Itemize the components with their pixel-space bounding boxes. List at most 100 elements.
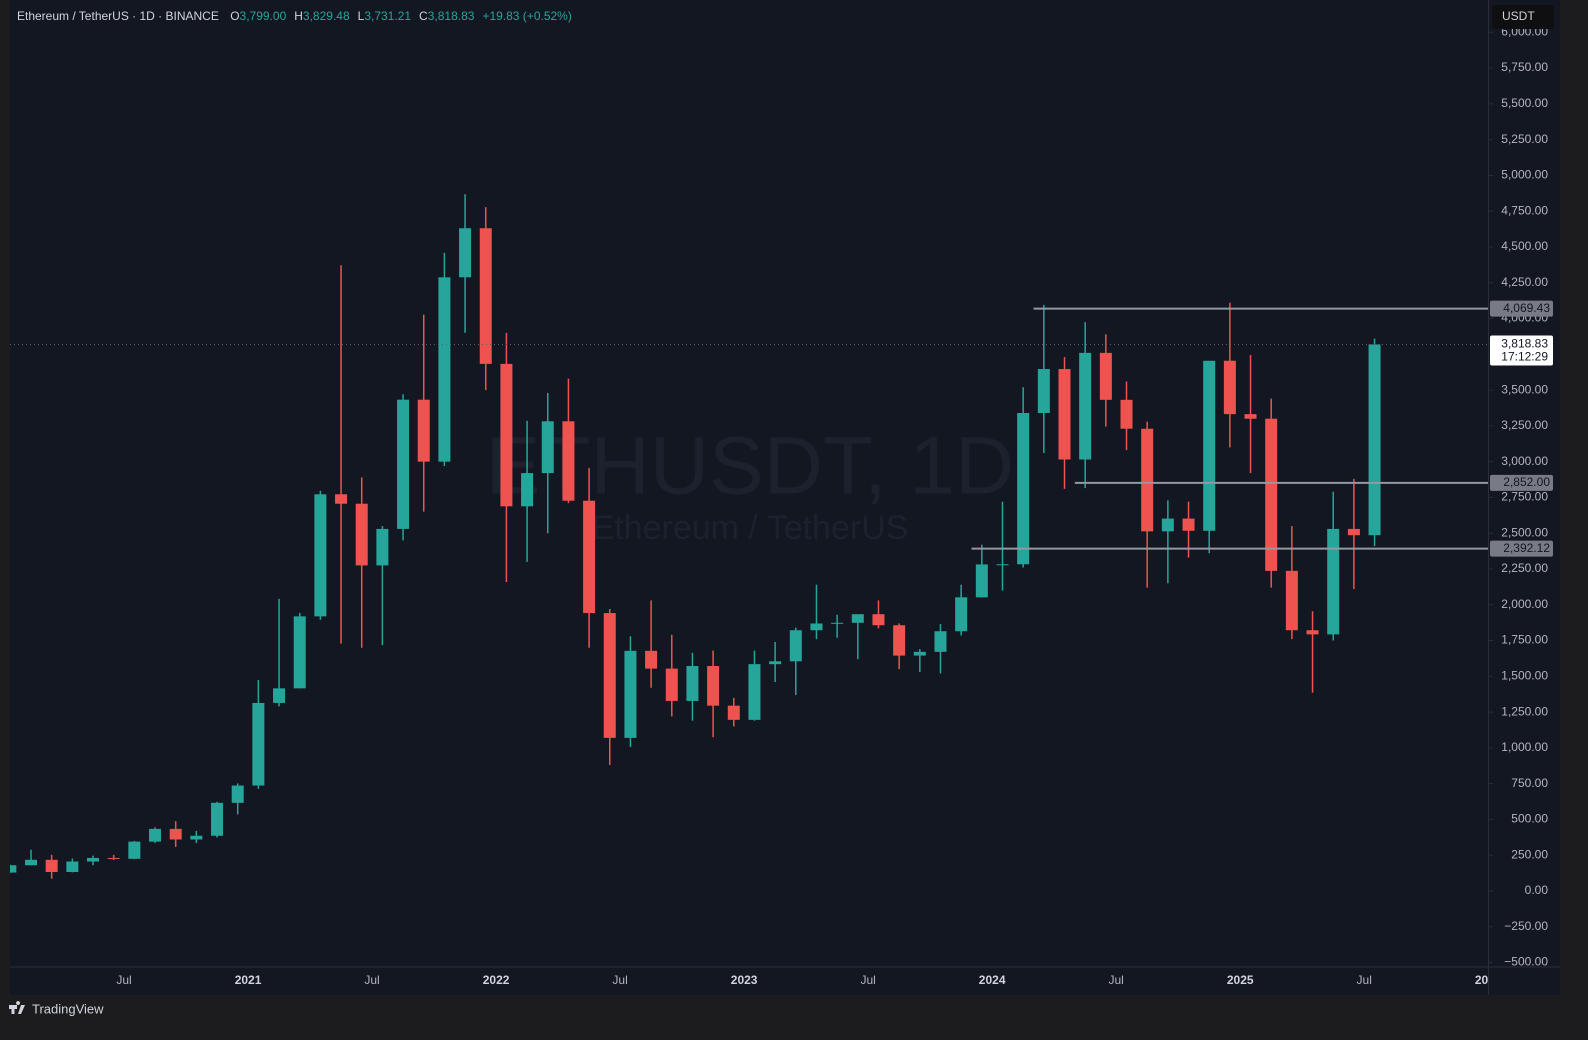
x-tick-label: Jul bbox=[860, 973, 875, 987]
candle-body bbox=[727, 705, 740, 720]
currency-button[interactable] bbox=[1492, 5, 1554, 29]
candle-body bbox=[87, 857, 100, 862]
candle-body bbox=[314, 494, 327, 617]
ohlc-key: C bbox=[419, 9, 428, 23]
ohlc-key: L bbox=[358, 9, 365, 23]
ohlc-key: O bbox=[230, 9, 239, 23]
brand-name[interactable]: TradingView bbox=[32, 1001, 104, 1016]
candle-body bbox=[1223, 360, 1236, 415]
candle-body bbox=[211, 802, 224, 836]
candle-body bbox=[293, 616, 306, 689]
currency-button-label[interactable]: USDT bbox=[1502, 9, 1535, 23]
y-tick-label: 1,250.00 bbox=[1501, 704, 1548, 718]
ohlc-value: 3,829.48 bbox=[303, 9, 350, 23]
level-label: 2,852.00 bbox=[1503, 475, 1550, 489]
y-tick-label: 2,500.00 bbox=[1501, 525, 1548, 539]
ohlc-value: 3,818.83 bbox=[428, 9, 475, 23]
candle-body bbox=[1347, 528, 1360, 536]
level-label-box bbox=[1490, 474, 1553, 491]
candle-body bbox=[521, 473, 534, 507]
candle-body bbox=[934, 631, 947, 652]
candle-body bbox=[169, 828, 182, 840]
y-tick-label: 3,000.00 bbox=[1501, 454, 1548, 468]
candle-body bbox=[417, 399, 430, 462]
candle-body bbox=[1079, 352, 1092, 460]
symbol: Ethereum / TetherUS · 1D · BINANCE bbox=[17, 9, 219, 23]
candle-body bbox=[66, 861, 79, 872]
brand-icon[interactable] bbox=[9, 1001, 25, 1014]
candle-body bbox=[748, 664, 761, 720]
y-tick-label: 750.00 bbox=[1511, 776, 1548, 790]
y-tick-label: 4,500.00 bbox=[1501, 239, 1548, 253]
y-tick-label: 6,000.00 bbox=[1501, 24, 1548, 38]
chart-header: Ethereum / TetherUS · 1D · BINANCE O3,79… bbox=[17, 9, 572, 23]
candle-body bbox=[107, 857, 120, 859]
candle-body bbox=[603, 613, 616, 738]
candle-body bbox=[1265, 418, 1278, 571]
candle-body bbox=[1099, 352, 1112, 400]
y-tick-label: 250.00 bbox=[1511, 847, 1548, 861]
y-tick-label: 0.00 bbox=[1525, 883, 1549, 897]
candle-body bbox=[913, 651, 926, 656]
candle-body bbox=[1244, 414, 1257, 419]
y-tick-label: 5,000.00 bbox=[1501, 168, 1548, 182]
y-tick-label: 5,250.00 bbox=[1501, 132, 1548, 146]
candle-body bbox=[25, 859, 38, 866]
y-tick-label: 5,750.00 bbox=[1501, 60, 1548, 74]
y-tick-label: 1,000.00 bbox=[1501, 740, 1548, 754]
candle-body bbox=[707, 666, 720, 706]
ohlc-value: 3,799.00 bbox=[240, 9, 287, 23]
candle-body bbox=[975, 564, 988, 598]
candle-body bbox=[1306, 630, 1319, 635]
x-tick-label: Jul bbox=[364, 973, 379, 987]
brand-logo[interactable]: TradingView bbox=[9, 1001, 104, 1016]
candle-body bbox=[149, 828, 162, 842]
candle-body bbox=[1161, 518, 1174, 532]
candle-body bbox=[583, 500, 596, 614]
candle-body bbox=[273, 688, 286, 703]
y-tick-label: 1,750.00 bbox=[1501, 633, 1548, 647]
candle-body bbox=[1017, 412, 1030, 565]
level-label-box bbox=[1490, 540, 1553, 557]
candle-body bbox=[459, 228, 472, 278]
candle-body bbox=[500, 363, 513, 507]
x-tick-label: 2024 bbox=[979, 973, 1006, 987]
candle-body bbox=[955, 597, 968, 632]
candle-body bbox=[686, 666, 699, 701]
y-tick-label: 4,250.00 bbox=[1501, 275, 1548, 289]
candle-body bbox=[45, 859, 58, 872]
y-tick-label: 2,000.00 bbox=[1501, 597, 1548, 611]
candle-body bbox=[1327, 528, 1340, 635]
x-tick-label: 2022 bbox=[483, 973, 510, 987]
x-tick-label: Jul bbox=[1109, 973, 1124, 987]
candle-body bbox=[1058, 369, 1071, 460]
candle-body bbox=[831, 622, 844, 624]
time-axis: Jul 2021 Jul 2022 Jul 2023 Jul 2024 Jul 2025 Jul 20… bbox=[116, 973, 1502, 987]
price-axis: −500.00 −250.00 0.00 250.00 500.00 750.00 1,00… bbox=[1489, 24, 1549, 967]
level-label: 2,392.12 bbox=[1503, 541, 1550, 555]
ohlc-value: 3,731.21 bbox=[364, 9, 411, 23]
plot-background bbox=[10, 0, 1560, 995]
x-tick-label: 2025 bbox=[1227, 973, 1254, 987]
candle-body bbox=[789, 630, 802, 662]
y-tick-label: 2,250.00 bbox=[1501, 561, 1548, 575]
y-tick-label: 3,500.00 bbox=[1501, 382, 1548, 396]
level-label-box bbox=[1490, 300, 1553, 317]
candle-body bbox=[438, 277, 451, 462]
level-label: 4,069.43 bbox=[1503, 301, 1550, 315]
ohlc-key: H bbox=[294, 9, 303, 23]
candle-body bbox=[996, 564, 1009, 566]
candle-body bbox=[810, 623, 823, 631]
candle-body bbox=[645, 650, 658, 669]
candle-body bbox=[1182, 518, 1195, 531]
x-tick-label: 2023 bbox=[731, 973, 758, 987]
y-tick-label: 4,750.00 bbox=[1501, 203, 1548, 217]
candle-body bbox=[355, 503, 368, 566]
candle-body bbox=[10, 865, 17, 873]
candle-body bbox=[665, 668, 678, 701]
candle-body bbox=[1368, 344, 1381, 536]
x-tick-label: 2026 bbox=[1475, 973, 1502, 987]
